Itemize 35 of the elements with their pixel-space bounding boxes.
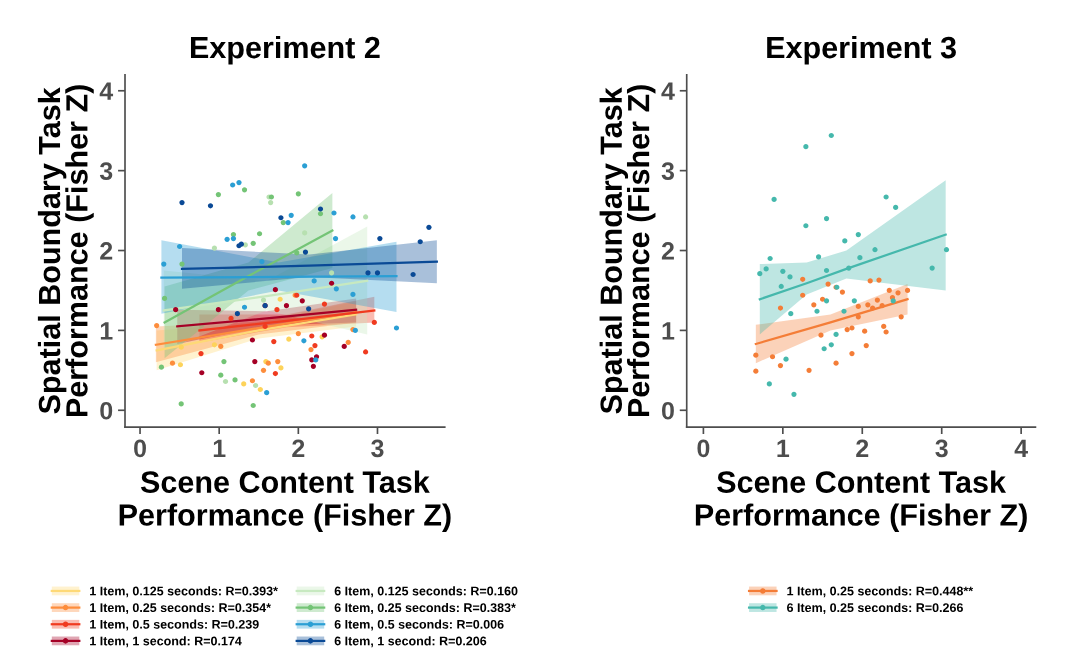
legend-label: 6 Item, 0.25 seconds: R=0.266 [787, 602, 963, 614]
legend-label: 1 Item, 0.5 seconds: R=0.239 [90, 619, 259, 631]
x-tick-label: 1 [213, 439, 226, 457]
x-tick-label: 3 [935, 439, 948, 458]
legend-label: 6 Item, 0.125 seconds: R=0.160 [334, 586, 518, 598]
y-axis-title: Spatial Boundary Task Performance (Fisher Z) [37, 85, 94, 417]
x-axis-title: Scene Content Task Performance (Fisher Z) [695, 470, 1027, 532]
legend-label: 1 Item, 0.25 seconds: R=0.448** [787, 586, 974, 598]
y-tick-label: 3 [661, 162, 675, 180]
legend-label: 6 Item, 0.5 seconds: R=0.006 [334, 619, 504, 631]
legend-label: 1 Item, 0.25 seconds: R=0.354* [90, 602, 271, 614]
y-tick-label: 4 [99, 82, 114, 100]
y-tick-label: 0 [100, 401, 113, 420]
legend-label: 1 Item, 1 second: R=0.174 [90, 636, 242, 648]
y-tick-label: 0 [662, 401, 674, 420]
y-tick-label: 2 [100, 242, 113, 260]
y-axis-title: Spatial Boundary Task Performance (Fisher Z) [599, 85, 656, 417]
x-tick-label: 4 [1014, 439, 1028, 457]
x-tick-label: 2 [292, 439, 305, 457]
legend-label: 6 Item, 0.25 seconds: R=0.383* [334, 602, 516, 614]
x-axis-title: Scene Content Task Performance (Fisher Z) [119, 470, 451, 532]
x-tick-label: 1 [777, 439, 790, 457]
legend-label: 1 Item, 0.125 seconds: R=0.393* [90, 586, 278, 598]
x-tick-label: 3 [371, 439, 384, 458]
y-tick-label: 2 [661, 242, 674, 260]
y-tick-label: 1 [100, 322, 113, 340]
y-tick-label: 4 [661, 82, 675, 100]
x-tick-label: 0 [697, 439, 710, 458]
x-tick-label: 2 [856, 439, 869, 457]
y-tick-label: 3 [99, 162, 113, 180]
x-tick-label: 0 [134, 439, 146, 458]
chart-title: Experiment 2 [190, 35, 380, 65]
legend-label: 6 Item, 1 second: R=0.206 [334, 636, 487, 648]
chart-title: Experiment 3 [767, 35, 956, 65]
y-tick-label: 1 [662, 322, 675, 340]
